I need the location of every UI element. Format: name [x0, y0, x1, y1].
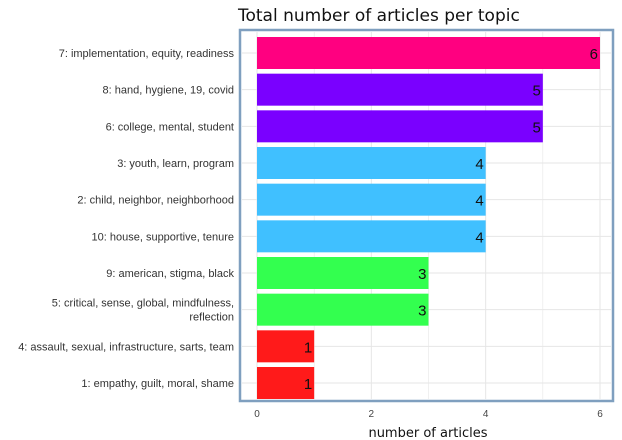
category-labels: 7: implementation, equity, readiness 8: h… [18, 48, 234, 390]
data-label: 4 [475, 193, 483, 210]
panel-border [238, 28, 615, 403]
data-label: 4 [475, 156, 483, 173]
data-label: 3 [418, 266, 426, 283]
category-label: 7: implementation, equity, readiness [59, 48, 235, 60]
x-axis-title: number of articles [368, 426, 487, 440]
bar [257, 37, 600, 69]
bar [257, 110, 543, 143]
bars: 6 5 5 4 4 4 3 3 1 1 [257, 37, 600, 399]
category-label: 1: empathy, guilt, moral, shame [81, 378, 234, 390]
data-label: 6 [590, 46, 598, 63]
category-label: 8: hand, hygiene, 19, covid [103, 85, 234, 97]
bar [257, 147, 486, 179]
bar [257, 257, 429, 289]
category-label: 10: house, supportive, tenure [92, 231, 234, 243]
x-ticks: 0 2 4 6 [254, 409, 603, 420]
bar [257, 183, 486, 216]
x-tick-label: 2 [369, 409, 375, 420]
data-label: 1 [304, 376, 312, 393]
category-label: 3: youth, learn, program [117, 158, 234, 170]
data-label: 5 [532, 83, 540, 100]
chart-title: Total number of articles per topic [237, 6, 520, 26]
x-tick-label: 0 [254, 409, 260, 420]
category-label: 9: american, stigma, black [106, 268, 234, 280]
bar [257, 330, 315, 363]
x-tick-label: 4 [483, 409, 489, 420]
data-label: 4 [475, 229, 483, 246]
category-label: 4: assault, sexual, infrastructure, sart… [18, 341, 234, 353]
data-label: 1 [304, 339, 312, 356]
category-label: 6: college, mental, student [106, 121, 234, 133]
data-label: 3 [418, 303, 426, 320]
bar [257, 220, 486, 253]
bar [257, 293, 429, 326]
bar [257, 73, 543, 106]
bar [257, 367, 315, 399]
x-tick-label: 6 [597, 409, 603, 420]
category-label: 2: child, neighbor, neighborhood [77, 195, 234, 207]
category-label: 5: critical, sense, global, mindfulness,… [52, 298, 234, 324]
data-label: 5 [532, 119, 540, 136]
